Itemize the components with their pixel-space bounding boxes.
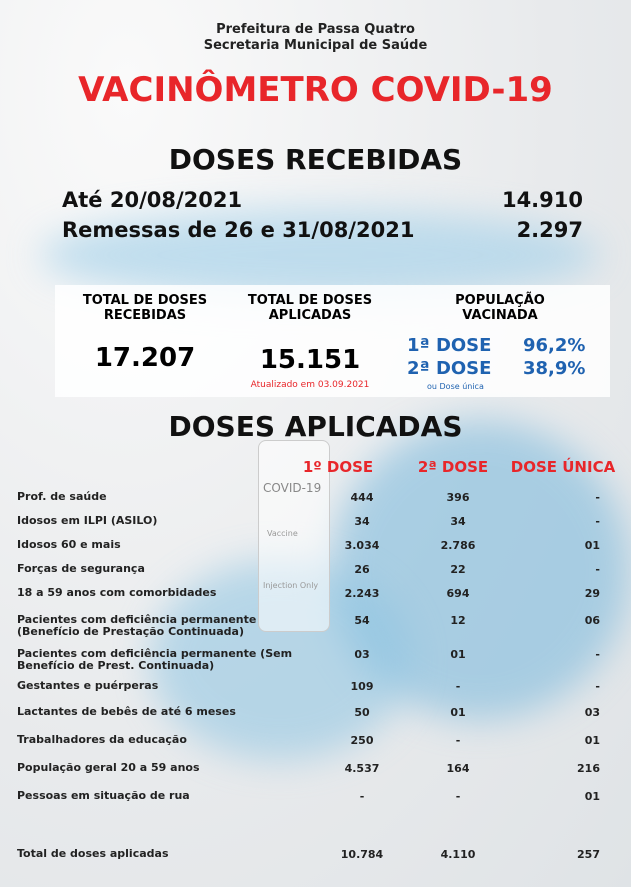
cell: 12: [418, 614, 498, 627]
received-heading: DOSES RECEBIDAS: [0, 143, 631, 176]
row-label: Gestantes e puérperas: [17, 680, 317, 694]
summary-value: 15.151: [225, 345, 395, 375]
cell: -: [595, 648, 600, 661]
cell: -: [595, 563, 600, 576]
cell: 26: [322, 563, 402, 576]
summary-label: TOTAL DE DOSES RECEBIDAS: [55, 293, 235, 323]
cell: 01: [585, 539, 600, 552]
cell: 01: [418, 648, 498, 661]
dose-label: 1ª DOSE: [407, 335, 491, 356]
row-label: 18 a 59 anos com comorbidades: [17, 587, 317, 601]
received-value: 2.297: [517, 218, 583, 242]
cell: 22: [418, 563, 498, 576]
cell: -: [595, 680, 600, 693]
row-label: Pacientes com deficiência permanente (Be…: [17, 614, 317, 640]
cell: 03: [585, 706, 600, 719]
org-line: Secretaria Municipal de Saúde: [0, 38, 631, 54]
dose-label: 2ª DOSE: [407, 358, 491, 379]
summary-label: TOTAL DE DOSES APLICADAS: [225, 293, 395, 323]
received-value: 14.910: [502, 188, 583, 212]
cell: 4.537: [322, 762, 402, 775]
cell: -: [418, 680, 498, 693]
cell: 250: [322, 734, 402, 747]
row-label: Trabalhadores da educação: [17, 734, 317, 748]
cell: 3.034: [322, 539, 402, 552]
row-label: Idosos 60 e mais: [17, 539, 317, 553]
cell: 50: [322, 706, 402, 719]
summary-value: 17.207: [55, 343, 235, 373]
cell: 10.784: [322, 848, 402, 861]
column-header: 1º DOSE: [278, 458, 398, 476]
cell: 164: [418, 762, 498, 775]
applied-heading: DOSES APLICADAS: [0, 410, 631, 443]
summary-box: TOTAL DE DOSES RECEBIDAS 17.207 TOTAL DE…: [55, 285, 610, 397]
cell: 694: [418, 587, 498, 600]
cell: 29: [585, 587, 600, 600]
cell: 2.243: [322, 587, 402, 600]
cell: 34: [418, 515, 498, 528]
cell: 01: [585, 734, 600, 747]
cell: 4.110: [418, 848, 498, 861]
dose-note: ou Dose única: [427, 382, 484, 391]
update-note: Atualizado em 03.09.2021: [225, 380, 395, 390]
summary-label: POPULAÇÃO VACINADA: [425, 293, 575, 323]
received-label: Remessas de 26 e 31/08/2021: [62, 218, 414, 242]
cell: 396: [418, 491, 498, 504]
cell: -: [418, 734, 498, 747]
cell: 06: [585, 614, 600, 627]
cell: 03: [322, 648, 402, 661]
cell: 01: [585, 790, 600, 803]
cell: 01: [418, 706, 498, 719]
cell: 34: [322, 515, 402, 528]
dose-value: 38,9%: [523, 358, 585, 379]
cell: -: [418, 790, 498, 803]
cell: -: [595, 515, 600, 528]
row-label: Pacientes com deficiência permanente (Se…: [17, 648, 317, 674]
cell: -: [322, 790, 402, 803]
row-label: População geral 20 a 59 anos: [17, 762, 317, 776]
row-label: Prof. de saúde: [17, 491, 317, 505]
column-header: 2ª DOSE: [393, 458, 513, 476]
cell: 54: [322, 614, 402, 627]
received-label: Até 20/08/2021: [62, 188, 242, 212]
row-label: Total de doses aplicadas: [17, 848, 317, 862]
cell: -: [595, 491, 600, 504]
cell: 444: [322, 491, 402, 504]
cell: 2.786: [418, 539, 498, 552]
column-header: DOSE ÚNICA: [503, 458, 623, 476]
row-label: Lactantes de bebês de até 6 meses: [17, 706, 317, 720]
row-label: Idosos em ILPI (ASILO): [17, 515, 317, 529]
title: VACINÔMETRO COVID-19: [0, 70, 631, 110]
cell: 109: [322, 680, 402, 693]
dose-value: 96,2%: [523, 335, 585, 356]
row-label: Forças de segurança: [17, 563, 317, 577]
cell: 257: [577, 848, 600, 861]
vial-text: Vaccine: [267, 529, 298, 538]
cell: 216: [577, 762, 600, 775]
row-label: Pessoas em situação de rua: [17, 790, 317, 804]
poster: COVID-19 Vaccine Injection Only Prefeitu…: [0, 0, 631, 887]
org-line: Prefeitura de Passa Quatro: [0, 22, 631, 38]
